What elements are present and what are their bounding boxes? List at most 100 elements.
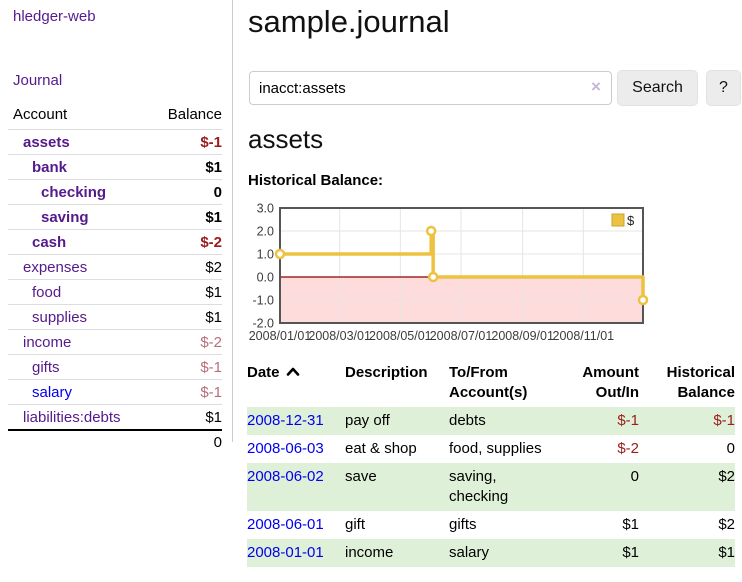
help-button[interactable]: ? (706, 70, 741, 106)
account-balance: $1 (205, 158, 222, 176)
register-date-cell: 2008-06-01 (247, 511, 345, 539)
account-link[interactable]: bank (32, 158, 68, 176)
account-link[interactable]: checking (41, 183, 107, 201)
search-bar: × Search ? (248, 70, 742, 106)
register-date-link[interactable]: 2008-01-01 (247, 544, 324, 561)
account-balance: $-2 (200, 233, 222, 251)
x-axis-tick-label: 2008/07/01 (430, 329, 493, 343)
account-link[interactable]: gifts (32, 358, 60, 376)
data-point-marker (425, 225, 437, 237)
register-accounts-cell: gifts (449, 516, 477, 533)
sidebar-item-journal[interactable]: Journal (13, 72, 63, 89)
data-point-marker (637, 294, 649, 306)
register-column-header[interactable]: Description (345, 364, 428, 381)
register-column-header[interactable]: To/From Account(s) (449, 364, 528, 401)
register-column-header[interactable]: Amount Out/In (582, 364, 639, 401)
y-axis-tick-label: 2.0 (257, 225, 274, 239)
y-axis-tick-label: 1.0 (257, 248, 274, 262)
account-balance: $1 (205, 283, 222, 301)
register-amount-cell: $-1 (559, 407, 639, 435)
register-balance-cell: $-1 (639, 407, 735, 435)
x-axis-tick-label: 2008/03/01 (308, 329, 371, 343)
register-row: 2008-12-31 pay off debts $-1 $-1 (247, 407, 735, 435)
register-date-link[interactable]: 2008-06-01 (247, 516, 324, 533)
account-link[interactable]: saving (41, 208, 89, 226)
page-title: sample.journal (248, 4, 450, 39)
account-balance: 0 (213, 183, 222, 201)
sidebar-account-row: income $-2 (8, 329, 222, 354)
y-axis-tick-label: 3.0 (257, 202, 274, 216)
account-balance-table: Account Balance assets $-1 bank $1 checking 0… (8, 103, 222, 453)
register-date-cell: 2008-06-02 (247, 463, 345, 511)
register-accounts-cell: salary (449, 539, 559, 567)
sidebar-account-row: saving $1 (8, 204, 222, 229)
register-balance-cell: $1 (639, 539, 735, 567)
register-row: 2008-01-01 income salary $1 $1 (247, 539, 735, 567)
sidebar-account-row: supplies $1 (8, 304, 222, 329)
register-accounts-cell: saving, checking (449, 463, 559, 511)
register-balance-cell: 0 (726, 440, 735, 457)
y-axis-tick-label: -1.0 (252, 294, 274, 308)
register-accounts-cell: food, supplies (449, 440, 542, 457)
account-balance: $-1 (200, 383, 222, 401)
account-link[interactable]: supplies (32, 308, 88, 326)
account-link[interactable]: salary (32, 383, 73, 401)
register-date-cell: 2008-01-01 (247, 539, 345, 567)
register-amount-cell: $1 (559, 539, 639, 567)
register-date-link[interactable]: 2008-06-03 (247, 440, 324, 457)
app-title-link[interactable]: hledger-web (13, 8, 96, 25)
sidebar: hledger-web Journal Account Balance asse… (0, 0, 233, 451)
register-amount-cell: $1 (622, 516, 639, 533)
data-point-marker (427, 271, 439, 283)
historical-balance-chart: 3.0 2.0 1.0 0.0 -1.0 -2.02008/01/012008/03/01… (249, 202, 649, 343)
register-date-cell: 2008-12-31 (247, 407, 345, 435)
register-balance-cell: $2 (639, 463, 735, 511)
register-column-header[interactable]: Date (247, 361, 345, 407)
x-axis-tick-label: 2008/05/01 (369, 329, 432, 343)
sidebar-account-row: cash $-2 (8, 229, 222, 254)
sidebar-account-row: liabilities:debts $1 (8, 404, 222, 429)
account-link[interactable]: food (32, 283, 62, 301)
x-axis-tick-label: 2008/11/01 (553, 329, 615, 343)
account-balance: $-2 (200, 333, 222, 351)
plot-border (279, 207, 644, 324)
clear-search-icon[interactable]: × (591, 77, 601, 96)
sidebar-account-row: bank $1 (8, 154, 222, 179)
register-accounts-cell: debts (449, 407, 559, 435)
account-link[interactable]: assets (23, 133, 70, 151)
account-link[interactable]: cash (32, 233, 67, 251)
search-input[interactable] (249, 71, 612, 105)
sidebar-account-row: assets $-1 (8, 129, 222, 154)
register-description-cell: save (345, 463, 449, 511)
y-axis-tick-label: 0.0 (257, 271, 274, 285)
account-link[interactable]: expenses (23, 258, 88, 276)
register-header-row: Date Description To/From Account(s) Amount … (247, 361, 735, 407)
account-column-header: Account (13, 106, 68, 123)
register-balance-cell: $2 (718, 516, 735, 533)
balance-column-header: Balance (167, 106, 222, 123)
legend-label: $ (627, 213, 635, 228)
y-axis-tick-label: -2.0 (252, 317, 274, 331)
sidebar-account-row: salary $-1 (8, 379, 222, 404)
register-date-cell: 2008-06-03 (247, 435, 345, 463)
sidebar-account-row: gifts $-1 (8, 354, 222, 379)
sidebar-account-row: food $1 (8, 279, 222, 304)
register-date-link[interactable]: 2008-12-31 (247, 412, 324, 429)
register-row: 2008-06-03 eat & shop food, supplies $-2 0 (247, 435, 735, 463)
register-date-link[interactable]: 2008-06-02 (247, 468, 324, 485)
legend-swatch (611, 213, 625, 227)
register-amount-cell: 0 (559, 463, 639, 511)
account-balance: $-1 (200, 358, 222, 376)
search-button[interactable]: Search (617, 70, 698, 106)
account-total-balance: 0 (8, 429, 222, 453)
register-column-header[interactable]: Historical Balance (666, 364, 735, 401)
account-link[interactable]: liabilities:debts (23, 408, 121, 426)
data-point-marker (274, 248, 286, 260)
register-table: Date Description To/From Account(s) Amount … (247, 361, 735, 567)
account-balance: $1 (205, 208, 222, 226)
account-link[interactable]: income (23, 333, 72, 351)
chart-title-label: Historical Balance: (248, 172, 384, 189)
account-balance: $1 (205, 308, 222, 326)
register-description-cell: income (345, 539, 449, 567)
